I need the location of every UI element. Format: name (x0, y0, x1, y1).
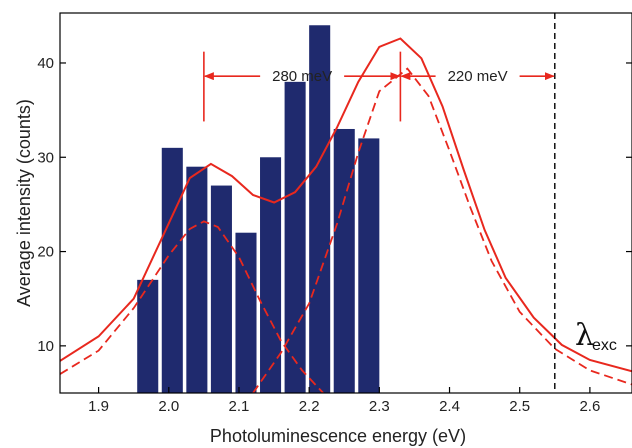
x-tick-label-3: 2.2 (299, 398, 320, 415)
x-tick-label-0: 1.9 (88, 398, 109, 415)
x-tick-label-1: 2.0 (158, 398, 179, 415)
bar-5 (260, 157, 282, 393)
bar-3 (210, 185, 232, 393)
y-axis-title: Average intensity (counts) (14, 99, 34, 307)
y-tick-label-2: 30 (37, 149, 54, 166)
bar-7 (309, 25, 331, 393)
bars-layer (137, 25, 380, 393)
axis-layer: 1.9 2.0 2.1 2.2 2.3 2.4 2.5 2.6 10 20 30 40 (37, 55, 632, 415)
y-tick-label-1: 20 (37, 244, 54, 261)
bar-9 (358, 138, 380, 393)
annotation-label-1: 220 meV (448, 68, 508, 85)
x-tick-label-2: 2.1 (229, 398, 250, 415)
fit-total-curve (60, 37, 632, 373)
y-tick-label-3: 40 (37, 55, 54, 72)
excitation-label-subscript: exc (592, 337, 617, 354)
bar-8 (333, 128, 355, 393)
bar-6 (284, 81, 306, 393)
excitation-label-symbol: λ (575, 318, 594, 353)
x-axis-title: Photoluminescence energy (eV) (210, 426, 466, 446)
bar-0 (137, 279, 159, 393)
plot-frame (59, 12, 632, 394)
x-tick-label-5: 2.4 (439, 398, 460, 415)
y-tick-label-0: 10 (37, 338, 54, 355)
annotation-label-0: 280 meV (272, 68, 332, 85)
annotations-layer: 280 meV 220 meV (203, 13, 556, 393)
bar-1 (161, 147, 183, 393)
fits-layer (60, 37, 632, 393)
x-tick-label-4: 2.3 (369, 398, 390, 415)
fit-component-2-curve (252, 67, 632, 393)
x-tick-label-7: 2.6 (579, 398, 600, 415)
bar-2 (186, 166, 208, 393)
x-tick-label-6: 2.5 (509, 398, 530, 415)
bar-4 (235, 232, 257, 393)
